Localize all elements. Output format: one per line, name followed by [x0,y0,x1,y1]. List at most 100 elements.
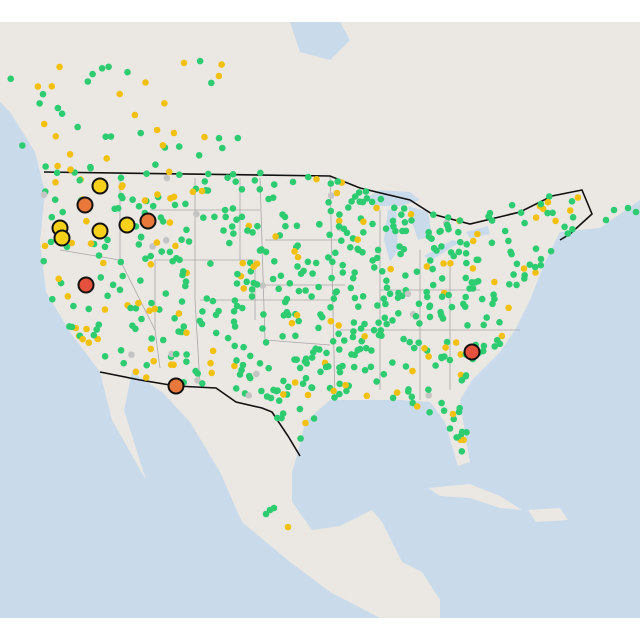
station-marker[interactable] [74,123,81,131]
station-marker[interactable] [368,347,375,354]
station-marker[interactable] [91,177,109,195]
station-marker[interactable] [380,370,388,378]
station-marker[interactable] [486,209,494,217]
station-marker[interactable] [286,280,294,287]
station-marker[interactable] [330,387,337,395]
station-marker[interactable] [334,178,342,185]
station-marker[interactable] [41,242,49,250]
station-marker[interactable] [147,345,155,353]
station-marker[interactable] [490,291,497,299]
station-marker[interactable] [493,336,501,344]
station-marker[interactable] [440,260,447,267]
station-marker[interactable] [315,324,322,332]
station-marker[interactable] [102,133,109,140]
station-marker[interactable] [135,241,143,248]
station-marker[interactable] [198,320,206,328]
station-marker[interactable] [393,389,401,396]
station-marker[interactable] [166,248,174,256]
station-marker[interactable] [238,213,246,221]
station-marker[interactable] [349,333,357,341]
station-marker[interactable] [413,268,421,276]
station-marker[interactable] [104,292,111,300]
station-marker[interactable] [360,229,367,236]
station-marker[interactable] [624,204,632,212]
station-marker[interactable] [425,392,433,399]
station-marker[interactable] [566,207,574,214]
station-marker[interactable] [151,305,159,313]
station-marker[interactable] [230,308,238,315]
station-marker[interactable] [240,343,247,351]
station-marker[interactable] [90,331,98,339]
station-marker[interactable] [222,213,229,221]
station-marker[interactable] [469,265,477,272]
station-marker[interactable] [253,281,261,288]
station-marker[interactable] [291,379,299,386]
station-marker[interactable] [172,350,180,358]
station-marker[interactable] [175,143,183,150]
station-marker[interactable] [327,207,335,215]
station-marker[interactable] [545,193,553,200]
station-marker[interactable] [445,291,453,299]
station-marker[interactable] [521,219,528,227]
station-marker[interactable] [463,429,470,436]
station-marker[interactable] [183,226,190,234]
station-marker[interactable] [231,362,238,370]
station-marker[interactable] [610,206,618,214]
station-marker[interactable] [120,359,127,367]
station-marker[interactable] [218,61,225,68]
station-marker[interactable] [544,198,552,206]
station-marker[interactable] [79,335,86,343]
station-marker[interactable] [408,393,416,401]
station-marker[interactable] [135,299,142,307]
station-marker[interactable] [461,303,469,311]
station-marker[interactable] [568,198,576,205]
station-marker[interactable] [438,293,446,301]
station-marker[interactable] [508,250,515,258]
station-marker[interactable] [180,59,188,67]
station-marker[interactable] [198,187,206,195]
station-marker[interactable] [474,230,481,238]
station-marker[interactable] [238,186,246,193]
station-marker[interactable] [277,272,285,280]
station-marker[interactable] [303,360,311,367]
station-marker[interactable] [137,129,144,137]
station-marker[interactable] [230,230,237,237]
station-marker[interactable] [350,363,358,371]
station-marker[interactable] [279,333,286,340]
station-marker[interactable] [137,277,144,284]
station-marker[interactable] [517,209,525,216]
station-marker[interactable] [262,339,270,346]
station-marker[interactable] [183,329,190,337]
station-marker[interactable] [309,270,316,277]
station-marker[interactable] [462,274,470,282]
station-marker[interactable] [423,263,431,270]
station-marker[interactable] [338,237,345,244]
station-marker[interactable] [66,151,74,158]
station-marker[interactable] [426,409,433,416]
station-marker[interactable] [400,205,408,212]
station-marker[interactable] [212,329,220,337]
station-marker[interactable] [246,374,254,382]
station-marker[interactable] [55,275,62,283]
station-marker[interactable] [117,347,125,354]
station-marker[interactable] [447,260,454,267]
station-marker[interactable] [430,211,437,218]
station-marker[interactable] [381,314,389,322]
station-marker[interactable] [425,386,432,394]
station-marker[interactable] [285,383,292,391]
station-marker[interactable] [374,302,381,309]
station-marker[interactable] [248,293,256,300]
station-marker[interactable] [438,354,446,362]
station-marker[interactable] [220,227,227,234]
station-marker[interactable] [335,330,342,338]
station-marker[interactable] [325,363,332,370]
station-marker[interactable] [117,174,125,182]
station-marker[interactable] [209,347,217,355]
station-marker[interactable] [463,343,481,361]
station-marker[interactable] [425,353,432,360]
station-marker[interactable] [289,178,297,186]
station-marker[interactable] [292,332,299,340]
station-marker[interactable] [496,319,503,326]
station-marker[interactable] [313,175,320,183]
station-marker[interactable] [259,325,266,332]
